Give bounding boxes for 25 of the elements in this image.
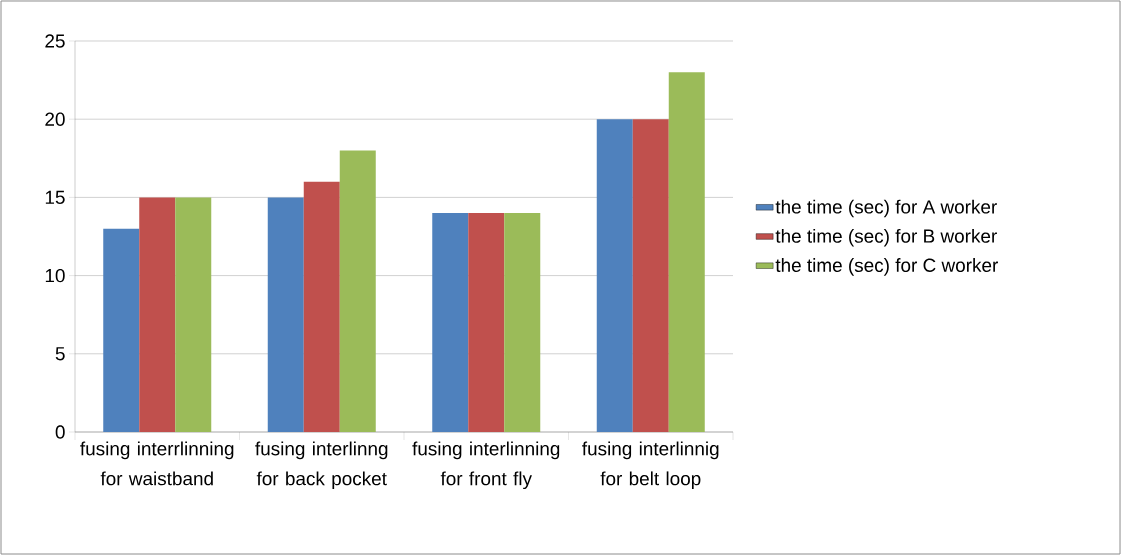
y-tick-label: 25 (45, 34, 65, 48)
x-tick-label: fusing interlinnig for belt loop (582, 441, 719, 490)
bar (267, 197, 304, 432)
y-tick-label: 5 (55, 347, 65, 361)
y-tick-label: 0 (55, 425, 65, 439)
legend-label: the time (sec) for A worker (775, 199, 997, 218)
bar (339, 150, 376, 432)
x-tick-label: fusing interrlinning for waistband (80, 441, 234, 486)
bar (139, 197, 176, 432)
x-tick-label: fusing interlinng for back pocket (255, 441, 388, 490)
bar (103, 228, 140, 432)
y-tick-label: 10 (45, 268, 65, 283)
bar (175, 197, 212, 432)
bar (504, 213, 541, 432)
legend-label: the time (sec) for B worker (775, 228, 997, 247)
bar (668, 72, 705, 432)
y-tick-label: 15 (45, 190, 65, 204)
bar (303, 181, 340, 432)
bar (596, 119, 633, 432)
bar (432, 213, 469, 432)
x-tick-label: fusing interlinning for front fly (412, 441, 560, 490)
bar (632, 119, 669, 432)
bar (468, 213, 505, 432)
y-tick-label: 20 (45, 112, 65, 126)
legend-label: the time (sec) for C worker (775, 258, 998, 276)
